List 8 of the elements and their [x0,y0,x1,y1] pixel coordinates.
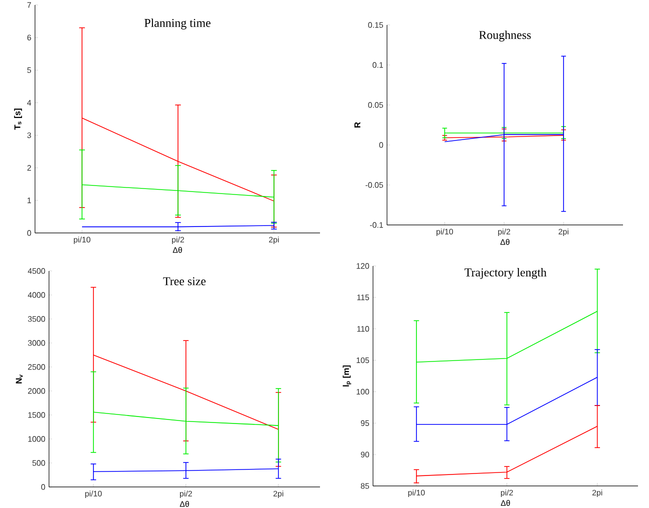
chart-title: Trajectory length [464,268,546,279]
y-axis-title: T$_{s}$ [s] [14,108,22,130]
text: Planning time [144,18,210,30]
y-axis-title: R [354,122,360,128]
chart-title: Tree size [163,277,206,286]
y-axis-title: l$_{p}$ [m] [342,365,352,386]
y-axis-title: N$_{v}$ [16,374,23,384]
chart-title: Roughness [479,30,531,42]
